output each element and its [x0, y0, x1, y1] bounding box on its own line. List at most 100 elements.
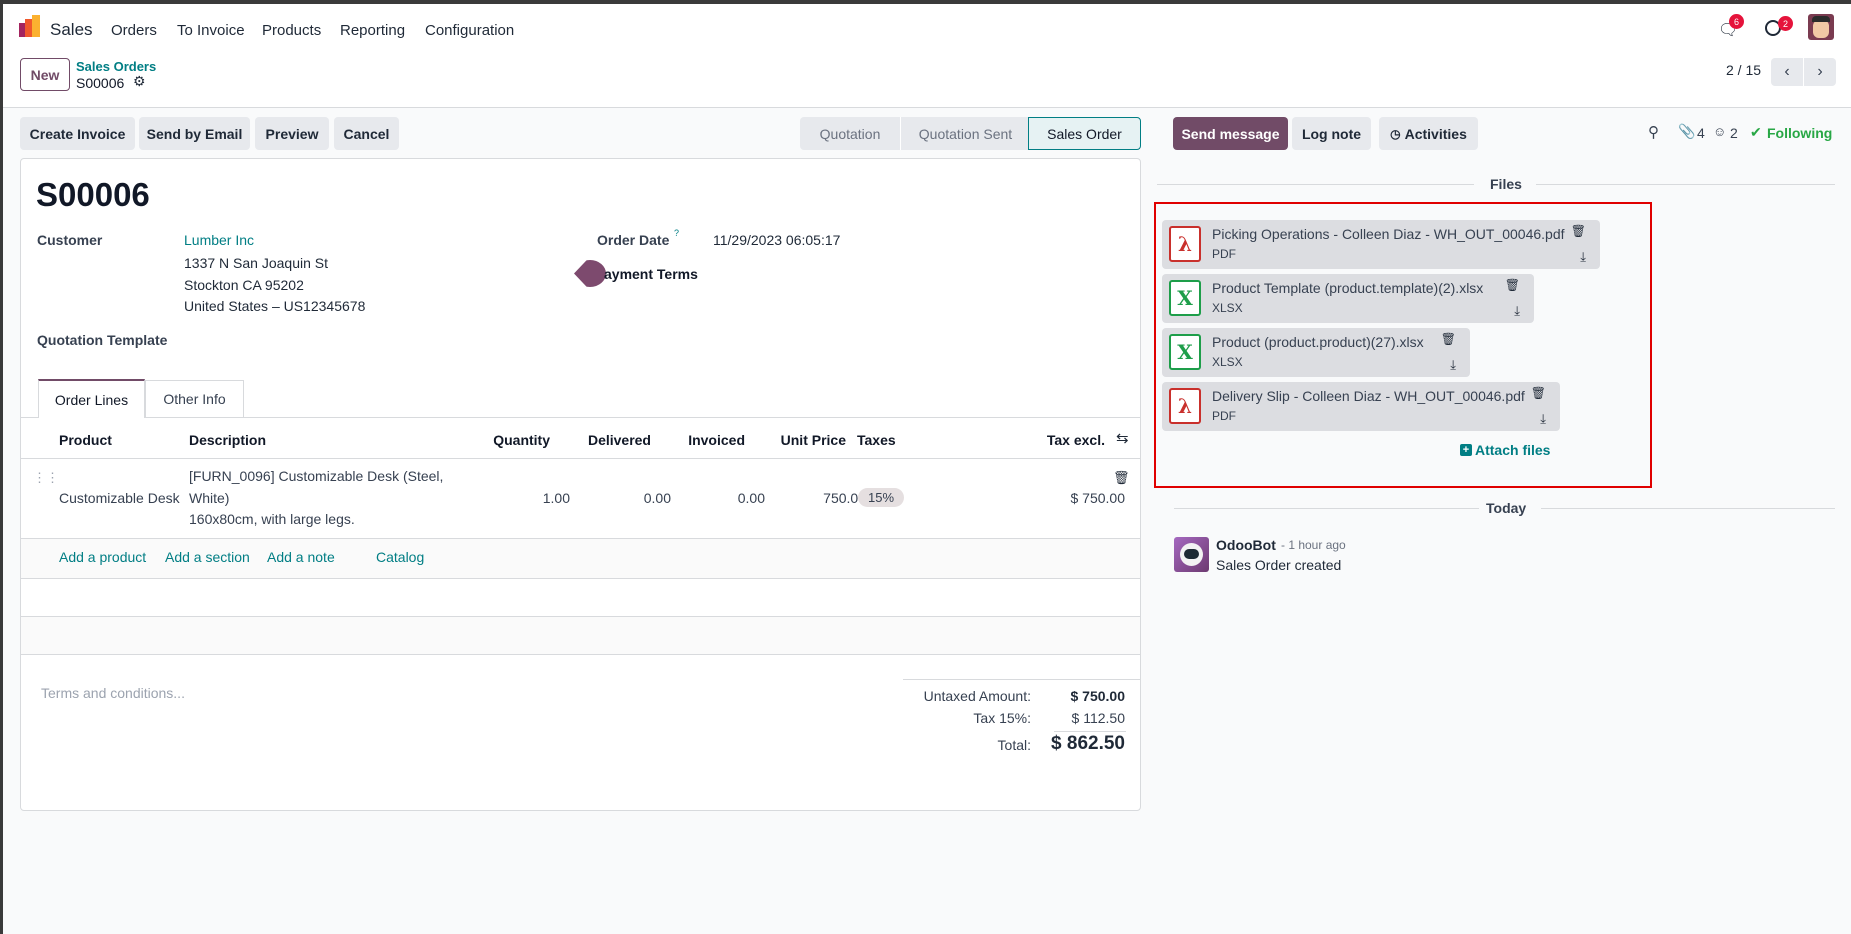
- pager-next-button[interactable]: ›: [1804, 58, 1836, 86]
- download-icon[interactable]: ⤓: [1540, 411, 1546, 426]
- column-tax-excl[interactable]: Tax excl.: [1046, 432, 1105, 448]
- totals-top-border: [903, 679, 1140, 680]
- column-taxes[interactable]: Taxes: [857, 432, 896, 448]
- paperclip-icon[interactable]: 📎: [1678, 123, 1696, 139]
- xlsx-icon: X: [1169, 280, 1201, 316]
- send-message-button[interactable]: Send message: [1173, 117, 1288, 150]
- line-quantity[interactable]: 1.00: [542, 490, 570, 506]
- download-icon[interactable]: ⤓: [1514, 303, 1520, 318]
- order-date-value[interactable]: 11/29/2023 06:05:17: [713, 232, 841, 248]
- trash-icon[interactable]: 🗑: [1504, 278, 1520, 292]
- attachment-card[interactable]: X Product (product.product)(27).xlsx XLS…: [1162, 328, 1470, 377]
- followers-icon[interactable]: ☺: [1713, 124, 1727, 139]
- download-icon[interactable]: ⤓: [1580, 249, 1586, 264]
- tab-label: Order Lines: [54, 391, 129, 408]
- menu-orders[interactable]: Orders: [111, 22, 157, 39]
- order-date-help-icon[interactable]: ?: [674, 228, 680, 238]
- pager-value[interactable]: 2 / 15: [1726, 62, 1762, 78]
- trash-icon[interactable]: 🗑: [1570, 224, 1586, 238]
- message-author[interactable]: OdooBot: [1216, 537, 1276, 553]
- attachment-card[interactable]: λ Delivery Slip - Colleen Diaz - WH_OUT_…: [1162, 382, 1560, 431]
- attachments-count[interactable]: 4: [1697, 125, 1705, 141]
- menu-configuration[interactable]: Configuration: [425, 22, 515, 39]
- odoobot-avatar[interactable]: [1174, 537, 1209, 572]
- today-divider-right: [1541, 508, 1835, 509]
- gear-icon[interactable]: ⚙: [133, 73, 146, 89]
- pager-previous-button[interactable]: ‹: [1771, 58, 1803, 86]
- app-name[interactable]: Sales: [50, 20, 93, 39]
- attachment-type: PDF: [1212, 409, 1236, 423]
- attachment-card[interactable]: X Product Template (product.template)(2)…: [1162, 274, 1534, 323]
- activities-button[interactable]: ◷ Activities: [1379, 117, 1478, 150]
- total-label: Total:: [997, 737, 1031, 753]
- quotation-template-label: Quotation Template: [37, 332, 168, 348]
- total-value: $ 862.50: [1051, 733, 1125, 754]
- cancel-button[interactable]: Cancel: [334, 117, 399, 150]
- drag-handle-icon[interactable]: ⋮⋮: [33, 470, 59, 485]
- tax-badge[interactable]: 15%: [858, 488, 905, 507]
- breadcrumb-sales-orders[interactable]: Sales Orders: [76, 59, 157, 74]
- attachment-name: Picking Operations - Colleen Diaz - WH_O…: [1212, 226, 1565, 242]
- attachment-card[interactable]: λ Picking Operations - Colleen Diaz - WH…: [1162, 220, 1600, 269]
- messages-icon[interactable]: 🗨 6: [1718, 14, 1744, 39]
- user-avatar[interactable]: [1808, 14, 1834, 40]
- line-description[interactable]: 160x80cm, with large legs.: [189, 511, 355, 527]
- column-unit-price[interactable]: Unit Price: [780, 432, 846, 448]
- new-button[interactable]: New: [20, 58, 70, 91]
- cancel-label: Cancel: [343, 125, 390, 142]
- preview-button[interactable]: Preview: [255, 117, 329, 150]
- tabs-border: [21, 417, 1140, 418]
- menu-to-invoice[interactable]: To Invoice: [177, 22, 245, 39]
- attachment-type: PDF: [1212, 247, 1236, 261]
- preview-label: Preview: [265, 125, 319, 142]
- create-invoice-button[interactable]: Create Invoice: [20, 117, 135, 150]
- trash-icon[interactable]: 🗑: [1440, 332, 1456, 346]
- tab-other-info[interactable]: Other Info: [145, 380, 244, 417]
- add-product-link[interactable]: Add a product: [59, 549, 147, 565]
- line-product[interactable]: Customizable Desk: [59, 490, 180, 506]
- address-line: Stockton CA 95202: [184, 277, 304, 293]
- search-messages-icon[interactable]: ⚲: [1648, 124, 1659, 141]
- trash-icon[interactable]: 🗑: [1530, 386, 1546, 400]
- following-button[interactable]: Following: [1767, 125, 1833, 141]
- menu-products[interactable]: Products: [262, 22, 322, 39]
- menu-reporting[interactable]: Reporting: [340, 22, 406, 39]
- terms-and-conditions-input[interactable]: Terms and conditions...: [41, 685, 185, 701]
- column-invoiced[interactable]: Invoiced: [688, 432, 745, 448]
- stage-quotation-sent[interactable]: Quotation Sent: [900, 117, 1030, 150]
- line-unit-price[interactable]: 750.00: [823, 490, 866, 506]
- add-section-link[interactable]: Add a section: [165, 549, 250, 565]
- column-description[interactable]: Description: [189, 432, 267, 448]
- message-body: Sales Order created: [1216, 557, 1342, 573]
- order-line-row[interactable]: ⋮⋮ Customizable Desk [FURN_0096] Customi…: [21, 459, 1140, 538]
- stage-quotation[interactable]: Quotation: [800, 117, 900, 150]
- column-product[interactable]: Product: [59, 432, 112, 448]
- line-delivered[interactable]: 0.00: [643, 490, 671, 506]
- activities-clock-icon[interactable]: 2: [1765, 16, 1793, 36]
- add-note-link[interactable]: Add a note: [267, 549, 335, 565]
- download-icon[interactable]: ⤓: [1450, 357, 1456, 372]
- sales-app-logo-icon[interactable]: [19, 15, 41, 37]
- payment-terms-label: ayment Terms: [604, 266, 698, 282]
- column-delivered[interactable]: Delivered: [587, 432, 651, 448]
- address-line: United States – US12345678: [184, 298, 366, 314]
- stage-sales-order[interactable]: Sales Order: [1028, 117, 1141, 150]
- window-top-border: [0, 0, 1851, 4]
- optional-columns-toggle-icon[interactable]: ⇆: [1116, 430, 1129, 447]
- catalog-link[interactable]: Catalog: [376, 549, 425, 565]
- customer-link[interactable]: Lumber Inc: [184, 232, 255, 248]
- message-time: - 1 hour ago: [1281, 538, 1346, 552]
- tab-order-lines[interactable]: Order Lines: [38, 379, 145, 418]
- log-note-button[interactable]: Log note: [1292, 117, 1371, 150]
- column-quantity[interactable]: Quantity: [493, 432, 550, 448]
- send-by-email-button[interactable]: Send by Email: [139, 117, 250, 150]
- followers-count[interactable]: 2: [1730, 125, 1738, 141]
- line-description[interactable]: [FURN_0096] Customizable Desk (Steel,: [189, 468, 444, 484]
- delete-line-trash-icon[interactable]: 🗑: [1113, 470, 1130, 485]
- attach-files-label: Attach files: [1475, 442, 1551, 458]
- record-title: S00006: [36, 176, 150, 213]
- line-description[interactable]: White): [189, 490, 230, 506]
- attach-files-button[interactable]: + Attach files: [1460, 442, 1550, 458]
- control-panel: New Sales Orders S00006 ⚙ 2 / 15 ‹ ›: [3, 54, 1851, 108]
- line-invoiced[interactable]: 0.00: [737, 490, 765, 506]
